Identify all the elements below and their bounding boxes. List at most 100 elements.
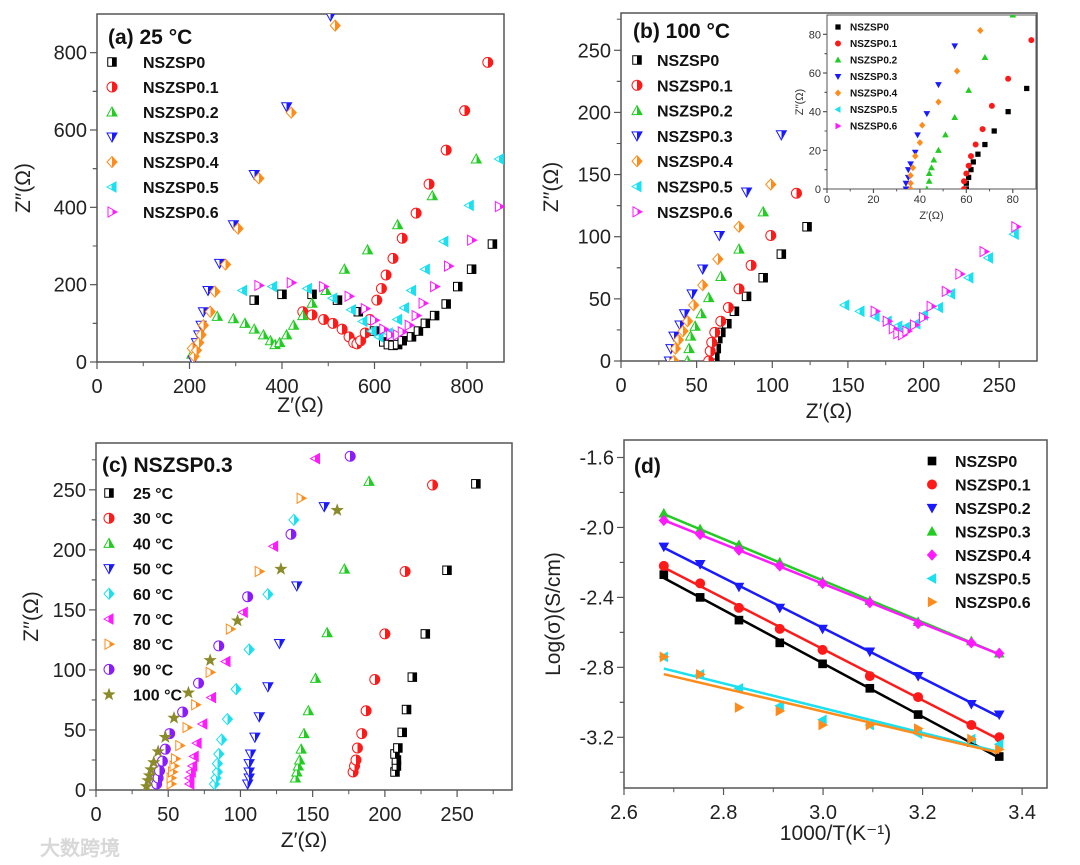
y-axis-label: Z′′(Ω) bbox=[20, 591, 43, 641]
data-point bbox=[924, 185, 929, 189]
legend-label: NSZSP0.3 bbox=[143, 130, 219, 147]
panel-0: 0 200 400 600 800 0 200 400 600 800 Z′(Ω) Z″(Ω) (a) … bbox=[12, 13, 505, 417]
data-point bbox=[658, 514, 669, 527]
data-point bbox=[427, 479, 439, 491]
data-point bbox=[942, 131, 949, 138]
data-point bbox=[961, 178, 968, 185]
data-point bbox=[144, 762, 158, 776]
data-point bbox=[243, 759, 255, 770]
data-point bbox=[351, 742, 363, 754]
legend-label: NSZSP0.3 bbox=[850, 72, 898, 83]
legend-marker bbox=[834, 89, 842, 97]
data-point bbox=[391, 313, 403, 326]
x-tick-label: 200 bbox=[173, 376, 206, 398]
fit-line bbox=[663, 546, 1000, 719]
y-tick-label: 20 bbox=[809, 145, 821, 157]
data-point bbox=[330, 503, 344, 516]
series-NSZSP0.6 bbox=[870, 220, 1022, 341]
y-tick-label: 100 bbox=[578, 227, 611, 249]
legend-marker bbox=[103, 512, 115, 524]
data-point bbox=[912, 671, 924, 682]
legend-marker bbox=[104, 638, 116, 651]
data-point bbox=[687, 298, 700, 312]
legend-marker bbox=[106, 155, 118, 169]
x-tick-label: 50 bbox=[686, 375, 708, 397]
fit-line bbox=[663, 566, 1000, 741]
series-60-C bbox=[208, 513, 300, 790]
data-point bbox=[188, 750, 199, 763]
data-point bbox=[177, 706, 189, 718]
data-point bbox=[405, 284, 416, 297]
data-point bbox=[677, 324, 689, 338]
data-point bbox=[658, 560, 669, 571]
y-tick-label: -2.0 bbox=[580, 517, 614, 539]
data-point bbox=[979, 245, 991, 258]
legend-label: NSZSP0.6 bbox=[850, 122, 898, 133]
series-90-C bbox=[151, 450, 356, 790]
data-point bbox=[970, 159, 976, 165]
data-point bbox=[982, 141, 988, 148]
data-point bbox=[684, 354, 691, 361]
data-point bbox=[344, 450, 356, 462]
series-NSZSP0.6 bbox=[254, 200, 504, 341]
data-point bbox=[966, 699, 977, 710]
data-point bbox=[733, 243, 745, 254]
data-point bbox=[916, 139, 924, 147]
data-point bbox=[681, 314, 694, 328]
data-point bbox=[482, 56, 494, 68]
legend-marker bbox=[926, 549, 938, 561]
data-point bbox=[459, 105, 471, 117]
data-point bbox=[674, 320, 686, 331]
data-point bbox=[493, 153, 504, 165]
plot-area bbox=[185, 14, 504, 362]
data-point bbox=[360, 705, 372, 717]
data-point bbox=[865, 683, 875, 693]
data-point bbox=[758, 272, 768, 283]
data-point bbox=[373, 331, 384, 343]
data-point bbox=[366, 325, 377, 337]
data-point bbox=[286, 276, 298, 289]
data-point bbox=[244, 749, 257, 761]
data-point bbox=[907, 161, 914, 168]
x-tick-label: 250 bbox=[982, 375, 1015, 397]
data-point bbox=[722, 302, 734, 314]
x-tick-label: 100 bbox=[756, 375, 789, 397]
x-tick-label: 100 bbox=[224, 804, 257, 826]
y-tick-label: 600 bbox=[54, 120, 87, 142]
fit-line bbox=[663, 672, 1000, 755]
data-point bbox=[396, 232, 408, 244]
data-point bbox=[1024, 85, 1030, 92]
data-point bbox=[696, 668, 706, 680]
legend-marker bbox=[102, 687, 116, 701]
legend-label: NSZSP0.5 bbox=[657, 180, 733, 197]
series-NSZSP0.4 bbox=[658, 514, 1005, 660]
data-point bbox=[453, 281, 463, 292]
data-point bbox=[802, 222, 812, 232]
data-point bbox=[336, 323, 348, 335]
series-NSZSP0.2 bbox=[658, 542, 1005, 721]
data-point bbox=[254, 279, 265, 292]
series-NSZSP0 bbox=[659, 570, 1004, 761]
panel-3: 0 50 100 150 200 250 0 50 100 150 200 250 Z′(Ω) Z′′(Ω… bbox=[20, 442, 513, 852]
data-point bbox=[205, 666, 217, 679]
data-point bbox=[902, 325, 913, 338]
legend-label: NSZSP0.1 bbox=[955, 478, 1031, 495]
series-80-C bbox=[166, 492, 308, 790]
data-point bbox=[965, 86, 973, 93]
data-point bbox=[817, 577, 828, 590]
data-point bbox=[733, 602, 744, 613]
legend-marker bbox=[631, 104, 643, 116]
x-tick-label: 20 bbox=[867, 194, 879, 206]
data-point bbox=[955, 268, 966, 280]
data-point bbox=[694, 528, 706, 541]
data-point bbox=[935, 98, 942, 106]
data-point bbox=[211, 310, 224, 321]
data-point bbox=[309, 672, 322, 683]
data-point bbox=[221, 712, 234, 726]
data-point bbox=[713, 230, 726, 242]
x-axis-label: Z′(Ω) bbox=[919, 210, 943, 222]
data-point bbox=[818, 659, 827, 669]
data-point bbox=[318, 502, 331, 513]
legend-label: NSZSP0.2 bbox=[955, 501, 1031, 518]
legend-label: 60 °C bbox=[133, 587, 174, 604]
